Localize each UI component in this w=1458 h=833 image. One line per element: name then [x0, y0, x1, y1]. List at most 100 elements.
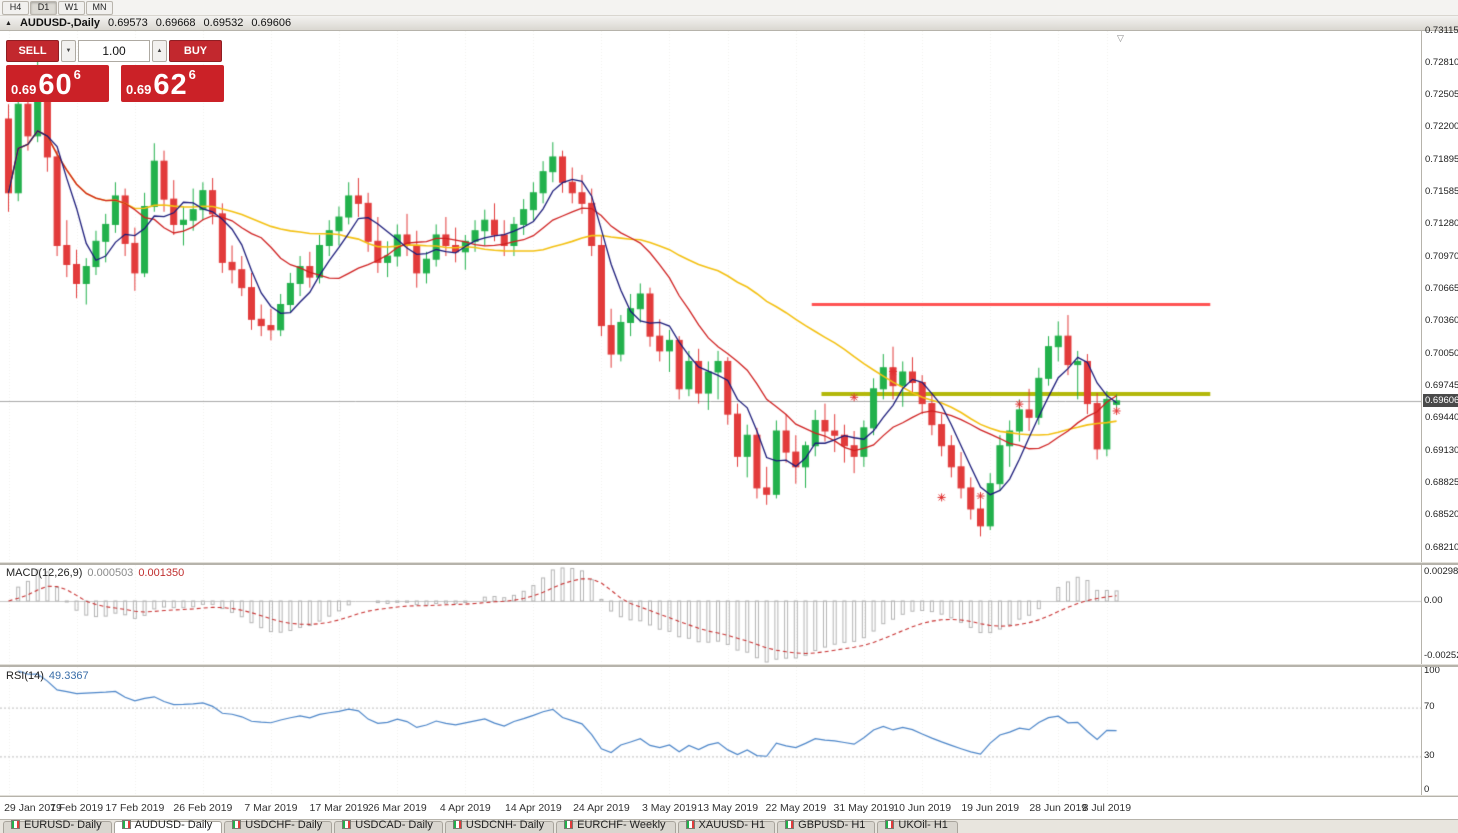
chart-tab-xauusd[interactable]: XAUUSD- H1: [677, 819, 776, 833]
bid-price-tag: 0.69606: [1423, 393, 1458, 407]
date-axis-label: 10 Jun 2019: [893, 802, 952, 814]
chart-tab-icon: [785, 820, 795, 829]
date-axis-label: 19 Jun 2019: [961, 802, 1020, 814]
chart-canvas[interactable]: [0, 31, 1421, 797]
volume-increase-button[interactable]: ▲: [152, 40, 167, 62]
date-axis-label: 8 Jul 2019: [1082, 802, 1132, 814]
rsi-axis-30: 30: [1424, 750, 1435, 761]
ohlc-open: 0.69573: [108, 17, 148, 29]
chart-tab-label: AUDUSD- Daily: [134, 819, 213, 831]
price-axis-label: 0.70050: [1425, 348, 1458, 360]
chart-tab-icon: [232, 820, 242, 829]
chart-tab-ukoil[interactable]: UKOil- H1: [877, 820, 958, 833]
macd-axis-zero: 0.00: [1424, 595, 1443, 606]
buy-price-pipette: 6: [188, 67, 196, 82]
rsi-axis-0: 0: [1424, 784, 1430, 795]
price-axis-label: 0.69130: [1425, 445, 1458, 457]
price-axis-label: 0.71280: [1425, 218, 1458, 230]
timeframe-toolbar: H4 D1 W1 MN: [0, 0, 1458, 16]
buy-price-prefix: 0.69: [126, 82, 152, 97]
chart-tab-icon: [564, 820, 574, 829]
date-axis-label: 26 Mar 2019: [367, 802, 427, 814]
date-axis[interactable]: 29 Jan 2019 7 Feb 2019 17 Feb 2019 26 Feb 2…: [0, 797, 1421, 819]
volume-decrease-button[interactable]: ▼: [61, 40, 76, 62]
date-axis-label: 26 Feb 2019: [173, 802, 233, 814]
chart-tab-gbpusd[interactable]: GBPUSD- H1: [777, 819, 876, 833]
chart-tab-label: USDCHF- Daily: [245, 819, 323, 831]
sell-price-big-digits: 60: [38, 69, 73, 101]
chart-tab-label: EURCHF- Weekly: [577, 819, 666, 831]
price-axis[interactable]: 0.69606 0.73115 0.72810 0.72505 0.72200 0.71…: [1421, 25, 1458, 797]
chart-tab-icon: [885, 820, 895, 829]
buy-price-box[interactable]: 0.69 62 6: [121, 65, 224, 102]
chart-tab-eurusd[interactable]: EURUSD- Daily: [3, 819, 112, 833]
price-axis-label: 0.68825: [1425, 477, 1458, 489]
ohlc-low: 0.69532: [203, 17, 244, 29]
macd-panel-splitter[interactable]: [0, 562, 1458, 565]
volume-input[interactable]: [78, 40, 150, 62]
chart-tab-usdchf[interactable]: USDCHF- Daily: [224, 819, 333, 833]
date-axis-label: 22 May 2019: [765, 802, 827, 814]
chart-tab-label: USDCAD- Daily: [355, 819, 433, 831]
rsi-name: RSI(14): [6, 670, 44, 682]
timeframe-mn-button[interactable]: MN: [86, 0, 113, 15]
macd-axis-min: -0.00252: [1424, 650, 1458, 661]
symbol-period-label: AUDUSD-,Daily: [19, 17, 101, 29]
chart-tab-label: GBPUSD- H1: [798, 819, 866, 831]
price-axis-label: 0.70665: [1425, 283, 1458, 295]
chart-tab-usdcad[interactable]: USDCAD- Daily: [334, 819, 443, 833]
price-axis-label: 0.70970: [1425, 251, 1458, 263]
macd-name: MACD(12,26,9): [6, 567, 83, 579]
macd-axis-max: 0.002984: [1424, 566, 1458, 577]
macd-signal-value: 0.001350: [138, 567, 185, 579]
chart-tab-label: USDCNH- Daily: [465, 819, 545, 831]
chart-shift-marker-icon[interactable]: ▽: [1117, 33, 1124, 43]
rsi-value: 49.3367: [48, 670, 89, 682]
sell-price-box[interactable]: 0.69 60 6: [6, 65, 109, 102]
buy-button[interactable]: BUY: [169, 40, 222, 62]
chart-tab-audusd[interactable]: AUDUSD- Daily: [113, 819, 223, 833]
date-axis-label: 14 Apr 2019: [505, 802, 562, 814]
sell-button[interactable]: SELL: [6, 40, 59, 62]
date-axis-label: 7 Feb 2019: [49, 802, 104, 814]
price-axis-label: 0.72505: [1425, 89, 1458, 101]
chart-tab-eurchf[interactable]: EURCHF- Weekly: [556, 819, 676, 833]
chart-tab-label: EURUSD- Daily: [24, 819, 102, 831]
chart-tab-icon: [11, 820, 20, 829]
chart-tab-usdcnh[interactable]: USDCNH- Daily: [444, 819, 555, 833]
timeframe-d1-button[interactable]: D1: [30, 0, 57, 15]
price-axis-label: 0.70360: [1425, 315, 1458, 327]
date-axis-label: 4 Apr 2019: [439, 802, 491, 814]
date-axis-label: 24 Apr 2019: [573, 802, 630, 814]
rsi-axis-70: 70: [1424, 701, 1435, 712]
chart-ohlc-header: ▲ AUDUSD-,Daily 0.69573 0.69668 0.69532 …: [0, 16, 1458, 31]
date-axis-label: 28 Jun 2019: [1029, 802, 1088, 814]
rsi-indicator-label: RSI(14) 49.3367: [6, 670, 89, 682]
chart-tab-icon: [685, 820, 695, 829]
macd-main-value: 0.000503: [87, 567, 134, 579]
price-axis-label: 0.72200: [1425, 121, 1458, 133]
symbol-triangle-icon: ▲: [5, 19, 12, 27]
date-axis-label: 7 Mar 2019: [244, 802, 298, 814]
ohlc-close: 0.69606: [251, 17, 292, 29]
price-axis-label: 0.68210: [1425, 542, 1458, 553]
chart-tab-icon: [121, 820, 131, 829]
date-axis-label: 29 Jan 2019: [4, 802, 62, 814]
chart-tabs: EURUSD- Daily AUDUSD- Daily USDCHF- Daily U…: [0, 819, 1458, 833]
sell-price-pipette: 6: [73, 67, 81, 82]
buy-price-big-digits: 62: [153, 69, 188, 101]
chart-tab-label: XAUUSD- H1: [698, 819, 766, 831]
rsi-panel-splitter[interactable]: [0, 664, 1458, 667]
price-axis-label: 0.71895: [1425, 153, 1458, 165]
timeframe-h4-button[interactable]: H4: [2, 0, 29, 15]
price-axis-label: 0.68520: [1425, 509, 1458, 521]
price-axis-label: 0.72810: [1425, 57, 1458, 69]
date-axis-label: 13 May 2019: [697, 802, 759, 814]
timeframe-w1-button[interactable]: W1: [58, 0, 85, 15]
price-axis-label: 0.73115: [1425, 25, 1458, 36]
date-axis-splitter[interactable]: [0, 795, 1458, 797]
price-axis-label: 0.69745: [1425, 380, 1458, 392]
date-axis-label: 31 May 2019: [833, 802, 895, 814]
date-axis-label: 3 May 2019: [642, 802, 697, 814]
sell-price-prefix: 0.69: [11, 82, 37, 97]
